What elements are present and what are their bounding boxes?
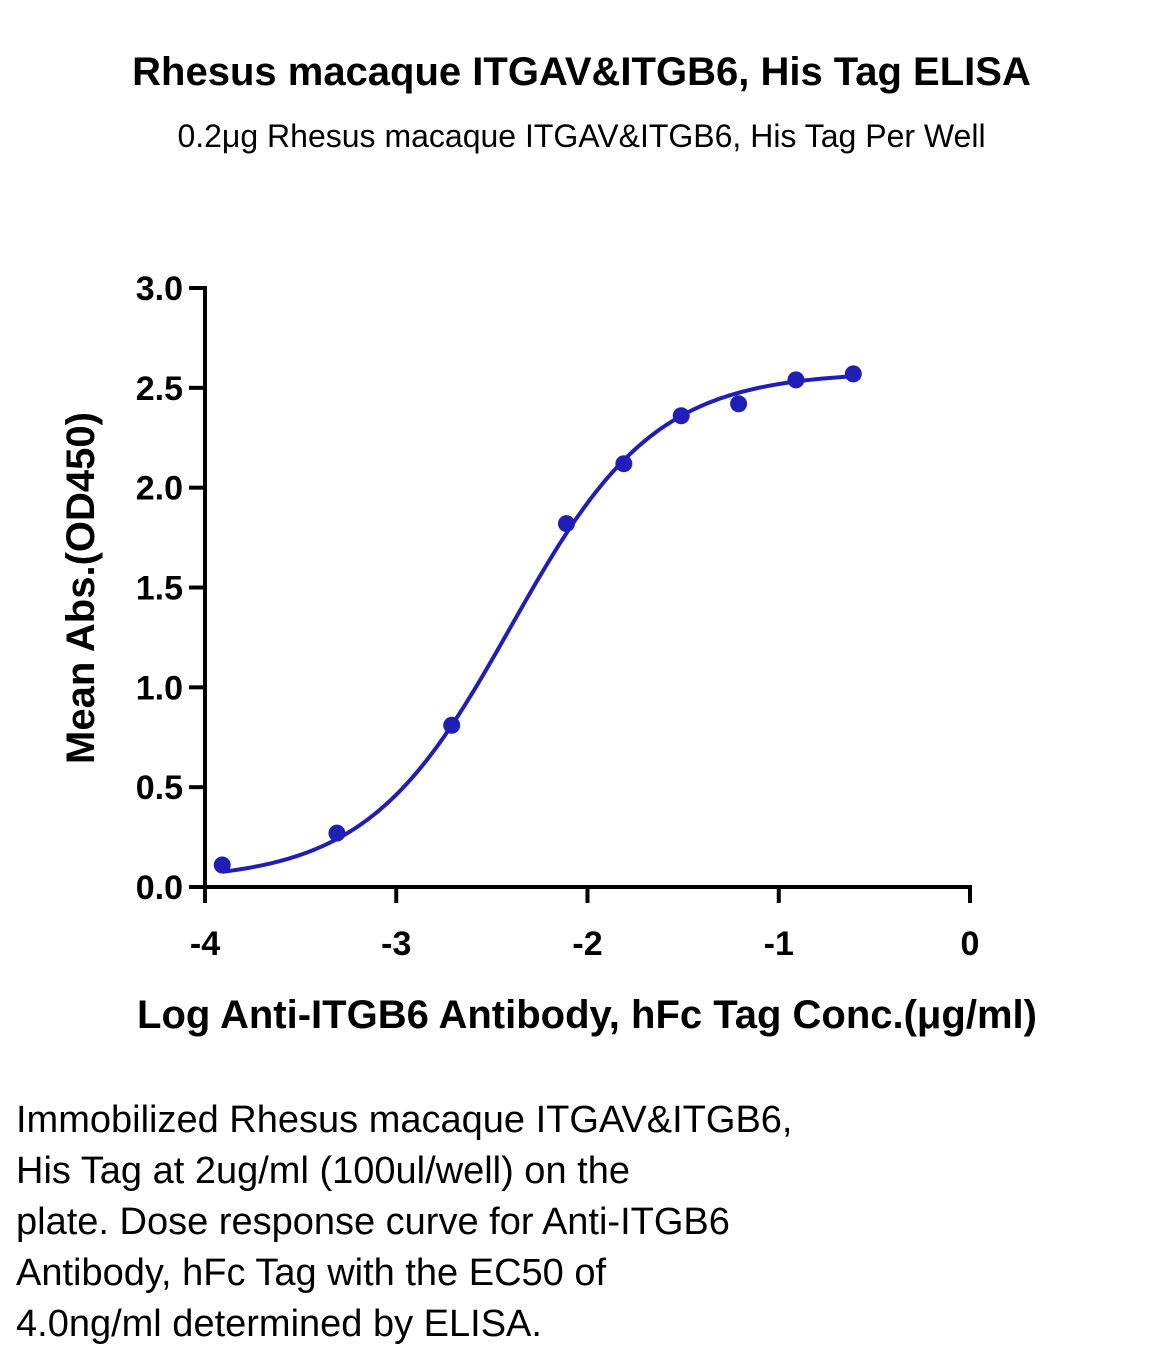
y-tick-label: 1.0 xyxy=(136,669,183,707)
caption-line: His Tag at 2ug/ml (100ul/well) on the xyxy=(16,1150,630,1192)
data-point xyxy=(557,515,575,533)
y-tick-label: 3.0 xyxy=(136,270,183,308)
x-tick-label: -2 xyxy=(572,925,602,963)
caption-line: plate. Dose response curve for Anti-ITGB… xyxy=(16,1201,730,1243)
data-point xyxy=(730,395,748,413)
caption-line: Immobilized Rhesus macaque ITGAV&ITGB6, xyxy=(16,1099,793,1141)
data-point xyxy=(844,365,862,383)
data-point xyxy=(787,371,805,389)
chart-subtitle: 0.2μg Rhesus macaque ITGAV&ITGB6, His Ta… xyxy=(177,118,986,154)
fit-curve xyxy=(221,374,854,874)
caption-line: Antibody, hFc Tag with the EC50 of xyxy=(16,1252,607,1294)
x-axis-label: Log Anti-ITGB6 Antibody, hFc Tag Conc.(μ… xyxy=(137,993,1037,1037)
y-axis-label: Mean Abs.(OD450) xyxy=(59,412,103,764)
y-tick-label: 2.5 xyxy=(136,370,183,408)
x-tick-label: -4 xyxy=(190,925,220,963)
y-tick-label: 2.0 xyxy=(136,470,183,508)
y-tick-label: 0.5 xyxy=(136,769,183,807)
data-point xyxy=(213,856,231,874)
data-point xyxy=(328,824,346,842)
data-point xyxy=(672,407,690,425)
elisa-chart: 0.0 0.5 1.0 1.5 2.0 2.5 3.0 -4 -3 -2 -1 0 Mean Abs.… xyxy=(59,270,1037,1037)
y-tick-label: 0.0 xyxy=(136,869,183,907)
caption-line: 4.0ng/ml determined by ELISA. xyxy=(16,1303,542,1345)
y-tick-label: 1.5 xyxy=(136,570,183,608)
caption-text: Immobilized Rhesus macaque ITGAV&ITGB6, … xyxy=(16,1095,976,1350)
x-tick-label: -3 xyxy=(381,925,411,963)
data-point xyxy=(443,716,461,734)
chart-title: Rhesus macaque ITGAV&ITGB6, His Tag ELIS… xyxy=(132,50,1031,94)
x-tick-label: -1 xyxy=(764,925,794,963)
data-point xyxy=(615,455,633,473)
x-tick-label: 0 xyxy=(961,925,980,963)
